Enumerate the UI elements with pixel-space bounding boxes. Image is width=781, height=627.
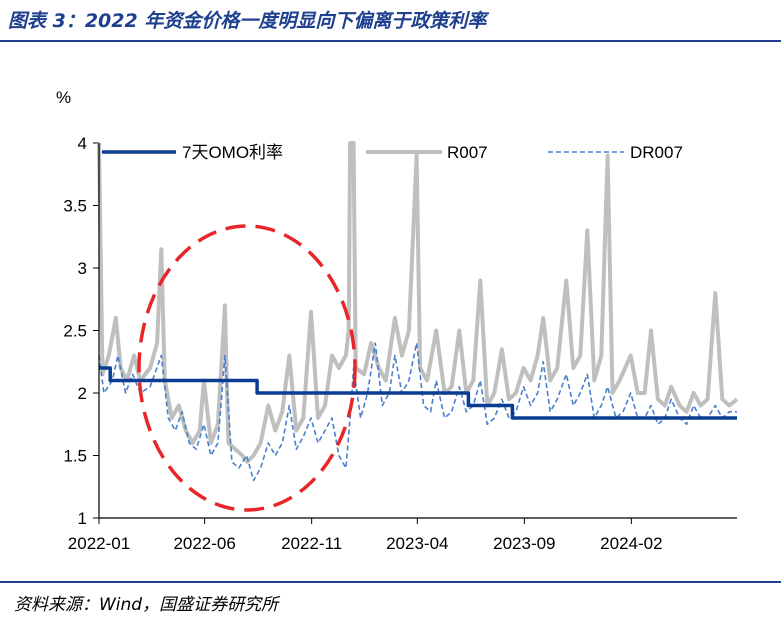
y-tick-label: 3.5 xyxy=(63,197,87,216)
y-tick-label: 2.5 xyxy=(63,322,87,341)
legend: 7天OMO利率 R007 DR007 xyxy=(102,143,683,162)
source-note: 资料来源：Wind，国盛证券研究所 xyxy=(14,595,279,615)
y-axis-unit-label: % xyxy=(56,88,71,107)
series-line-1 xyxy=(97,141,739,464)
y-axis-ticks: 1 1.5 2 2.5 3 3.5 4 xyxy=(63,134,99,528)
x-tick-label: 2022-11 xyxy=(281,534,342,553)
series-line-0 xyxy=(99,366,737,420)
y-tick-label: 4 xyxy=(78,134,87,153)
line-chart: % 11.522.533.54 2022-01 2022-06 2022-11 202… xyxy=(56,88,739,553)
legend-label: 7天OMO利率 xyxy=(182,143,283,162)
legend-label: R007 xyxy=(447,143,488,162)
y-tick-label: 1 xyxy=(78,509,87,528)
x-tick-label: 2024-02 xyxy=(600,534,662,553)
x-tick-label: 2022-01 xyxy=(68,534,130,553)
page-title: 图表 3：2022 年资金价格一度明显向下偏离于政策利率 xyxy=(8,10,487,32)
title-divider xyxy=(0,40,781,42)
y-tick-label: 3 xyxy=(78,259,87,278)
series-layer xyxy=(97,141,739,482)
y-tick-label: 2 xyxy=(78,384,87,403)
x-axis-ticks: 2022-01 2022-06 2022-11 2023-04 2023-09 2024-… xyxy=(68,518,663,553)
y-tick-label: 1.5 xyxy=(63,447,87,466)
x-tick-label: 2022-06 xyxy=(173,534,235,553)
series-line-2 xyxy=(98,342,737,482)
x-tick-label: 2023-04 xyxy=(386,534,448,553)
x-tick-label: 2023-09 xyxy=(493,534,555,553)
legend-label: DR007 xyxy=(630,143,683,162)
highlight-ellipse xyxy=(137,224,357,512)
footer-divider xyxy=(0,581,781,583)
